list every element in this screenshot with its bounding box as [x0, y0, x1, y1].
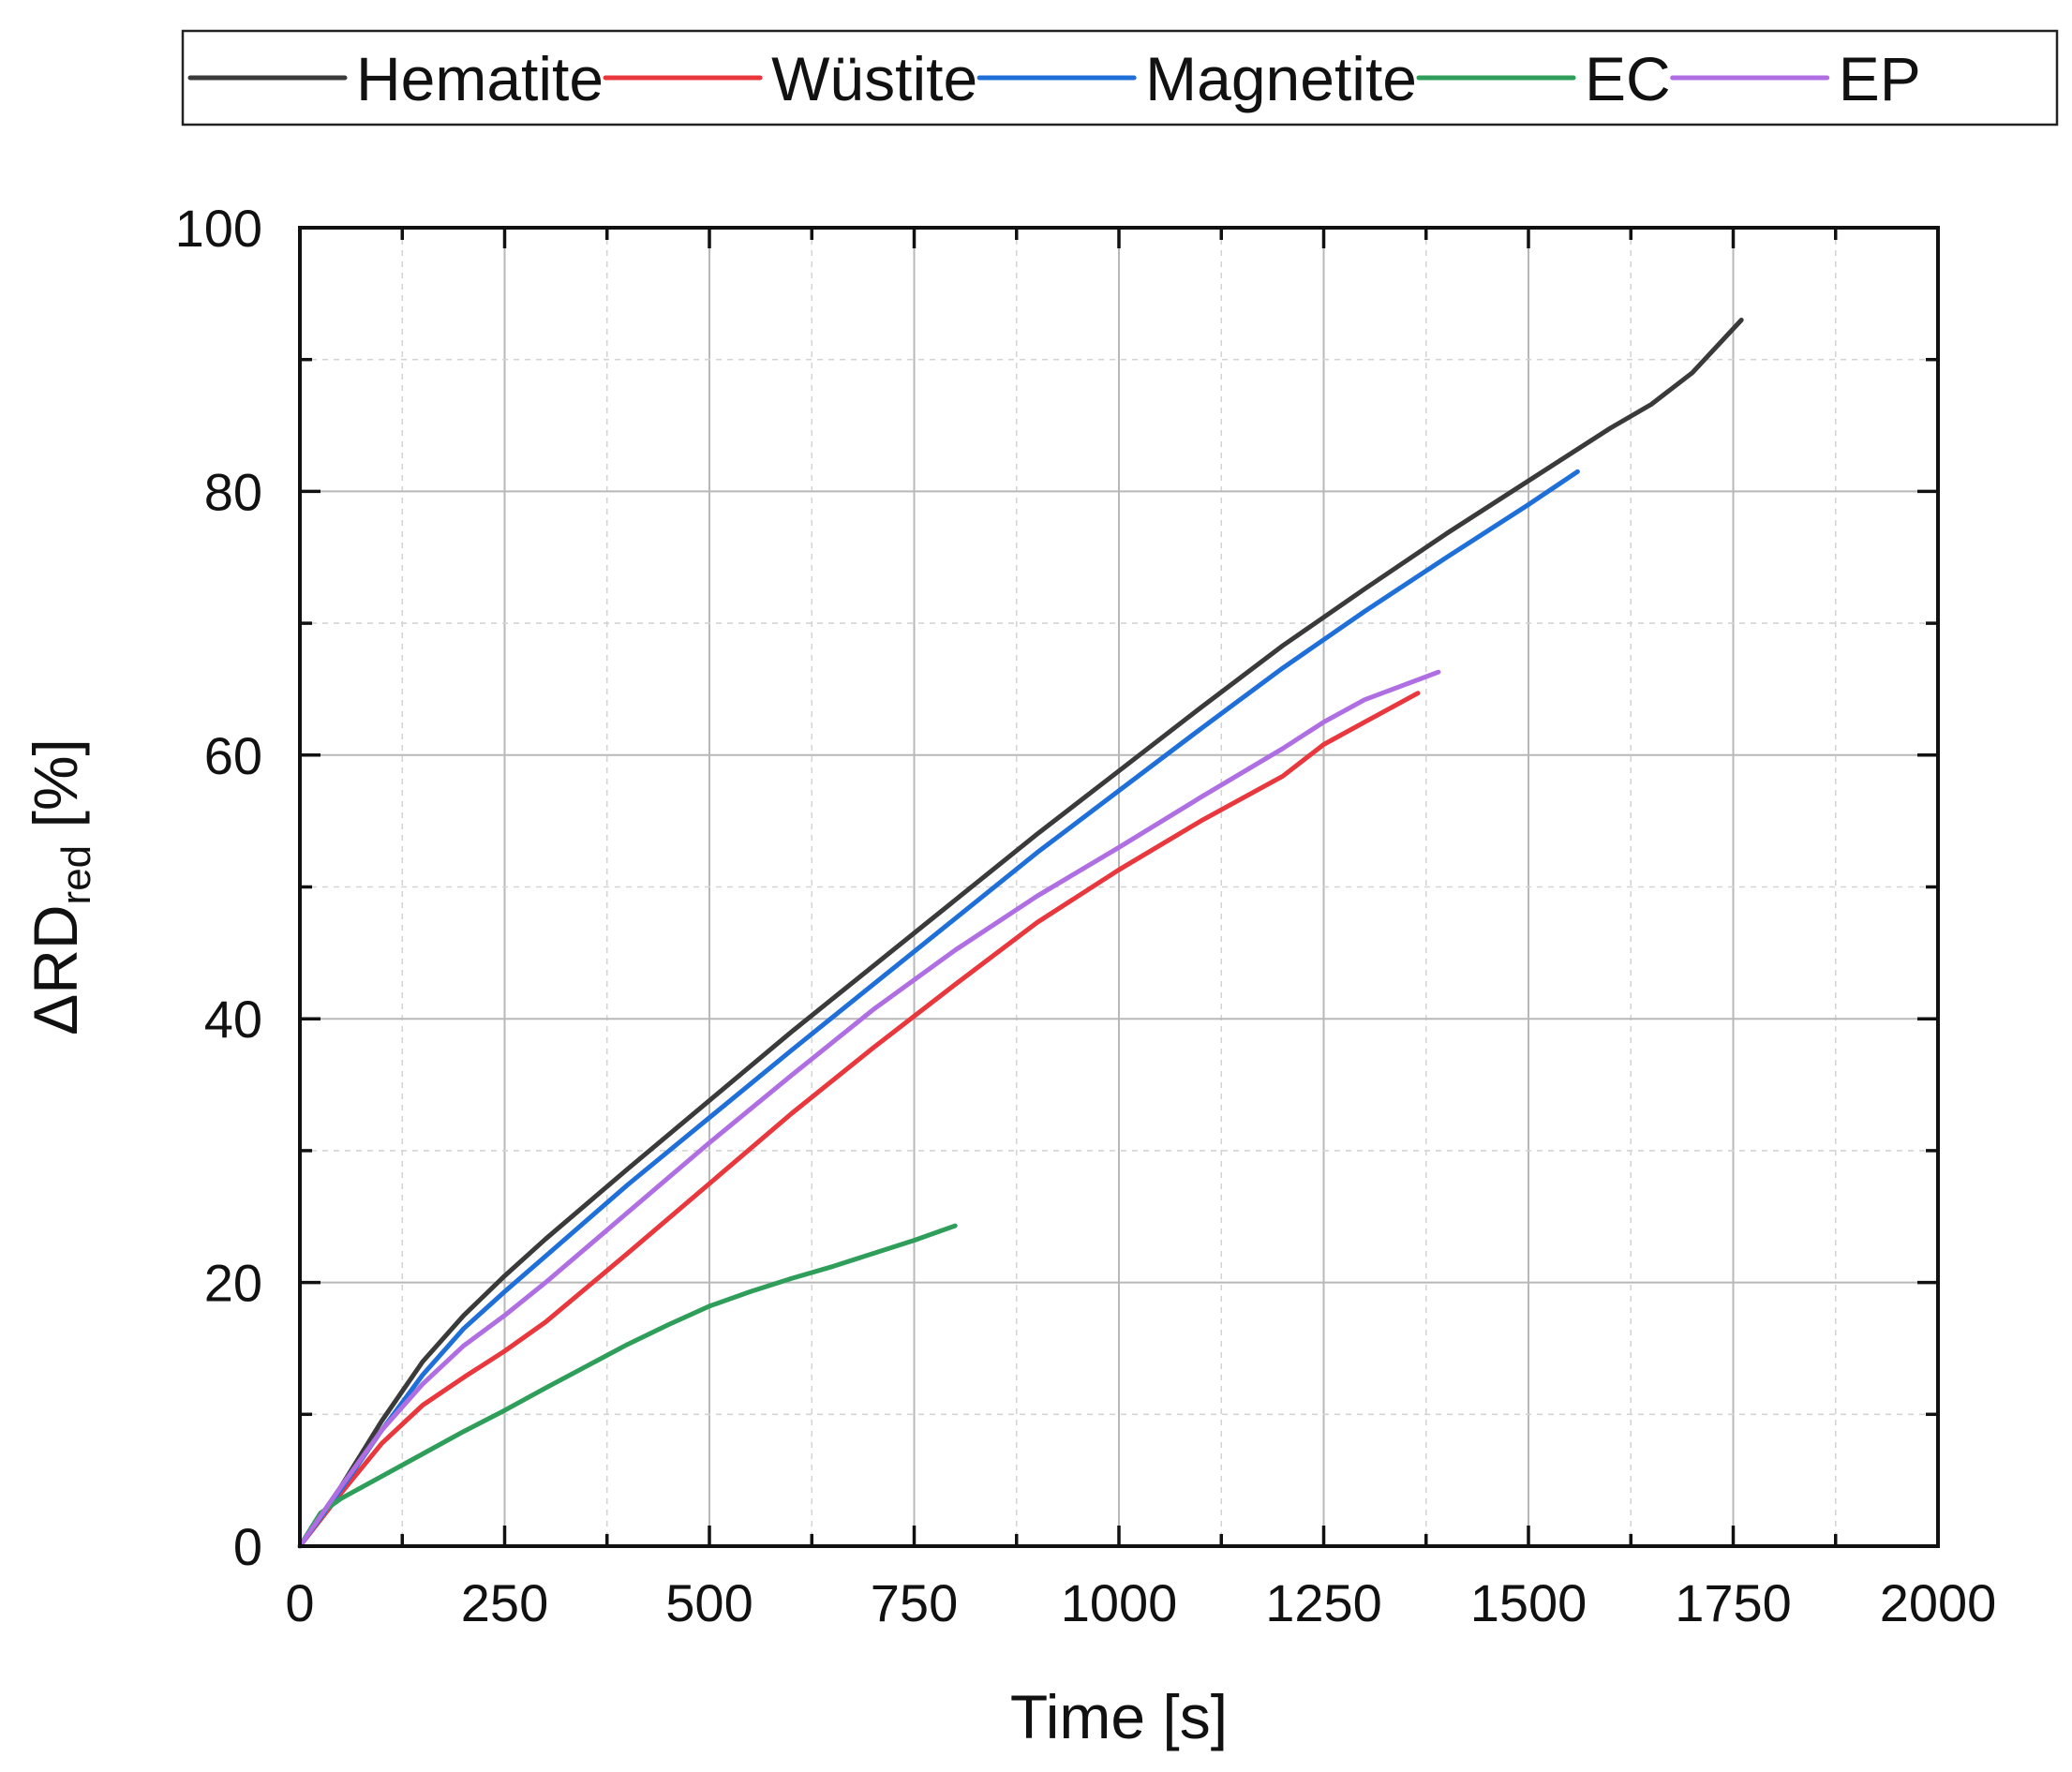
y-tick-label: 0	[233, 1517, 262, 1576]
y-tick-label: 40	[204, 990, 262, 1049]
legend-label: EC	[1585, 44, 1671, 113]
legend-label: Magnetite	[1145, 44, 1417, 113]
series-line-magnetite	[297, 469, 1580, 1549]
y-tick-label: 80	[204, 462, 262, 521]
y-tick-label: 60	[204, 726, 262, 785]
tick-labels: 0 250 500 750 1000 1250 1500 1750 2000 0 20 40 60 80 1…	[175, 199, 1997, 1632]
series-line-ec	[297, 1223, 958, 1549]
x-tick-label: 1250	[1265, 1573, 1382, 1632]
series-line-hematite	[297, 318, 1744, 1549]
x-tick-label: 500	[665, 1573, 753, 1632]
series-line-ep	[297, 669, 1441, 1549]
x-tick-label: 250	[461, 1573, 548, 1632]
x-tick-label: 0	[285, 1573, 314, 1632]
y-axis-title-main: ΔRD	[21, 904, 90, 1035]
x-axis-title: Time [s]	[1010, 1682, 1228, 1751]
y-axis-title-unit: [%]	[21, 738, 90, 845]
x-tick-label: 750	[871, 1573, 958, 1632]
x-tick-label: 1000	[1061, 1573, 1178, 1632]
y-tick-label: 100	[175, 199, 262, 258]
series-line-w-stite	[297, 691, 1421, 1549]
y-tick-label: 20	[204, 1254, 262, 1313]
legend-label: Wüstite	[771, 44, 977, 113]
tick-marks	[298, 226, 1940, 1548]
x-tick-label: 2000	[1880, 1573, 1997, 1632]
x-tick-label: 1750	[1675, 1573, 1792, 1632]
y-axis-title-subscript: red	[53, 845, 99, 905]
legend: Hematite Wüstite Magnetite EC EP	[181, 29, 2059, 127]
y-axis-title: ΔRDred [%]	[21, 738, 99, 1035]
grid-lines	[300, 228, 1938, 1546]
legend-label: Hematite	[356, 44, 604, 113]
series-lines	[297, 318, 1744, 1549]
legend-label: EP	[1839, 44, 1921, 113]
x-tick-label: 1500	[1470, 1573, 1588, 1632]
